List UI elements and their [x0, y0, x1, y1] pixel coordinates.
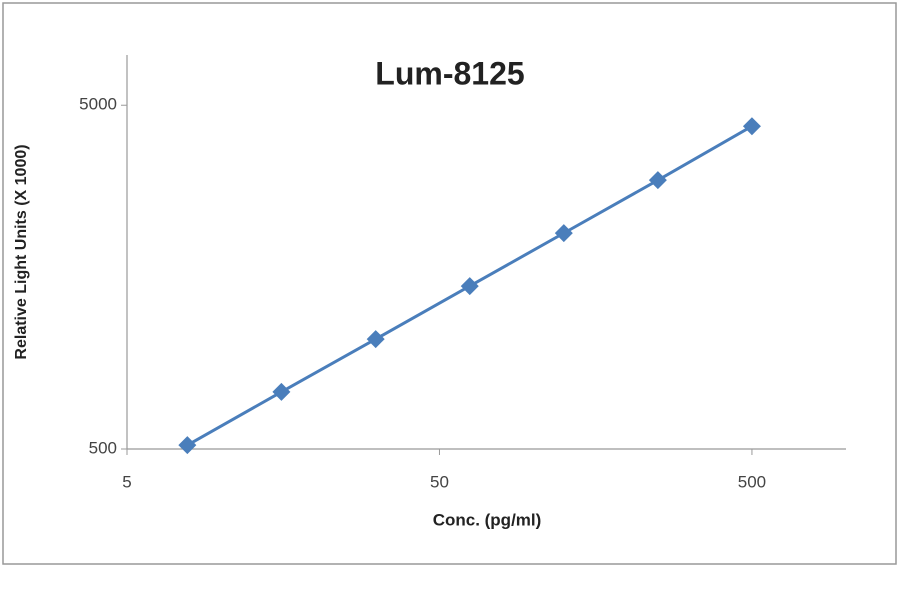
y-axis-label: Relative Light Units (X 1000)	[13, 144, 30, 359]
data-point	[648, 171, 667, 190]
x-tick-label: 500	[738, 472, 766, 491]
y-tick-label: 500	[89, 438, 117, 457]
x-tick-label: 50	[430, 472, 449, 491]
chart-title: Lum-8125	[375, 55, 524, 91]
data-point	[366, 330, 385, 349]
chart-frame	[2, 2, 897, 565]
y-tick-label: 5000	[79, 95, 117, 114]
x-tick-label: 5	[122, 472, 131, 491]
data-point	[460, 277, 479, 296]
data-point	[554, 224, 573, 243]
x-axis-label: Conc. (pg/ml)	[433, 510, 542, 529]
data-point	[178, 436, 197, 455]
data-point	[272, 382, 291, 401]
data-point	[742, 117, 761, 136]
